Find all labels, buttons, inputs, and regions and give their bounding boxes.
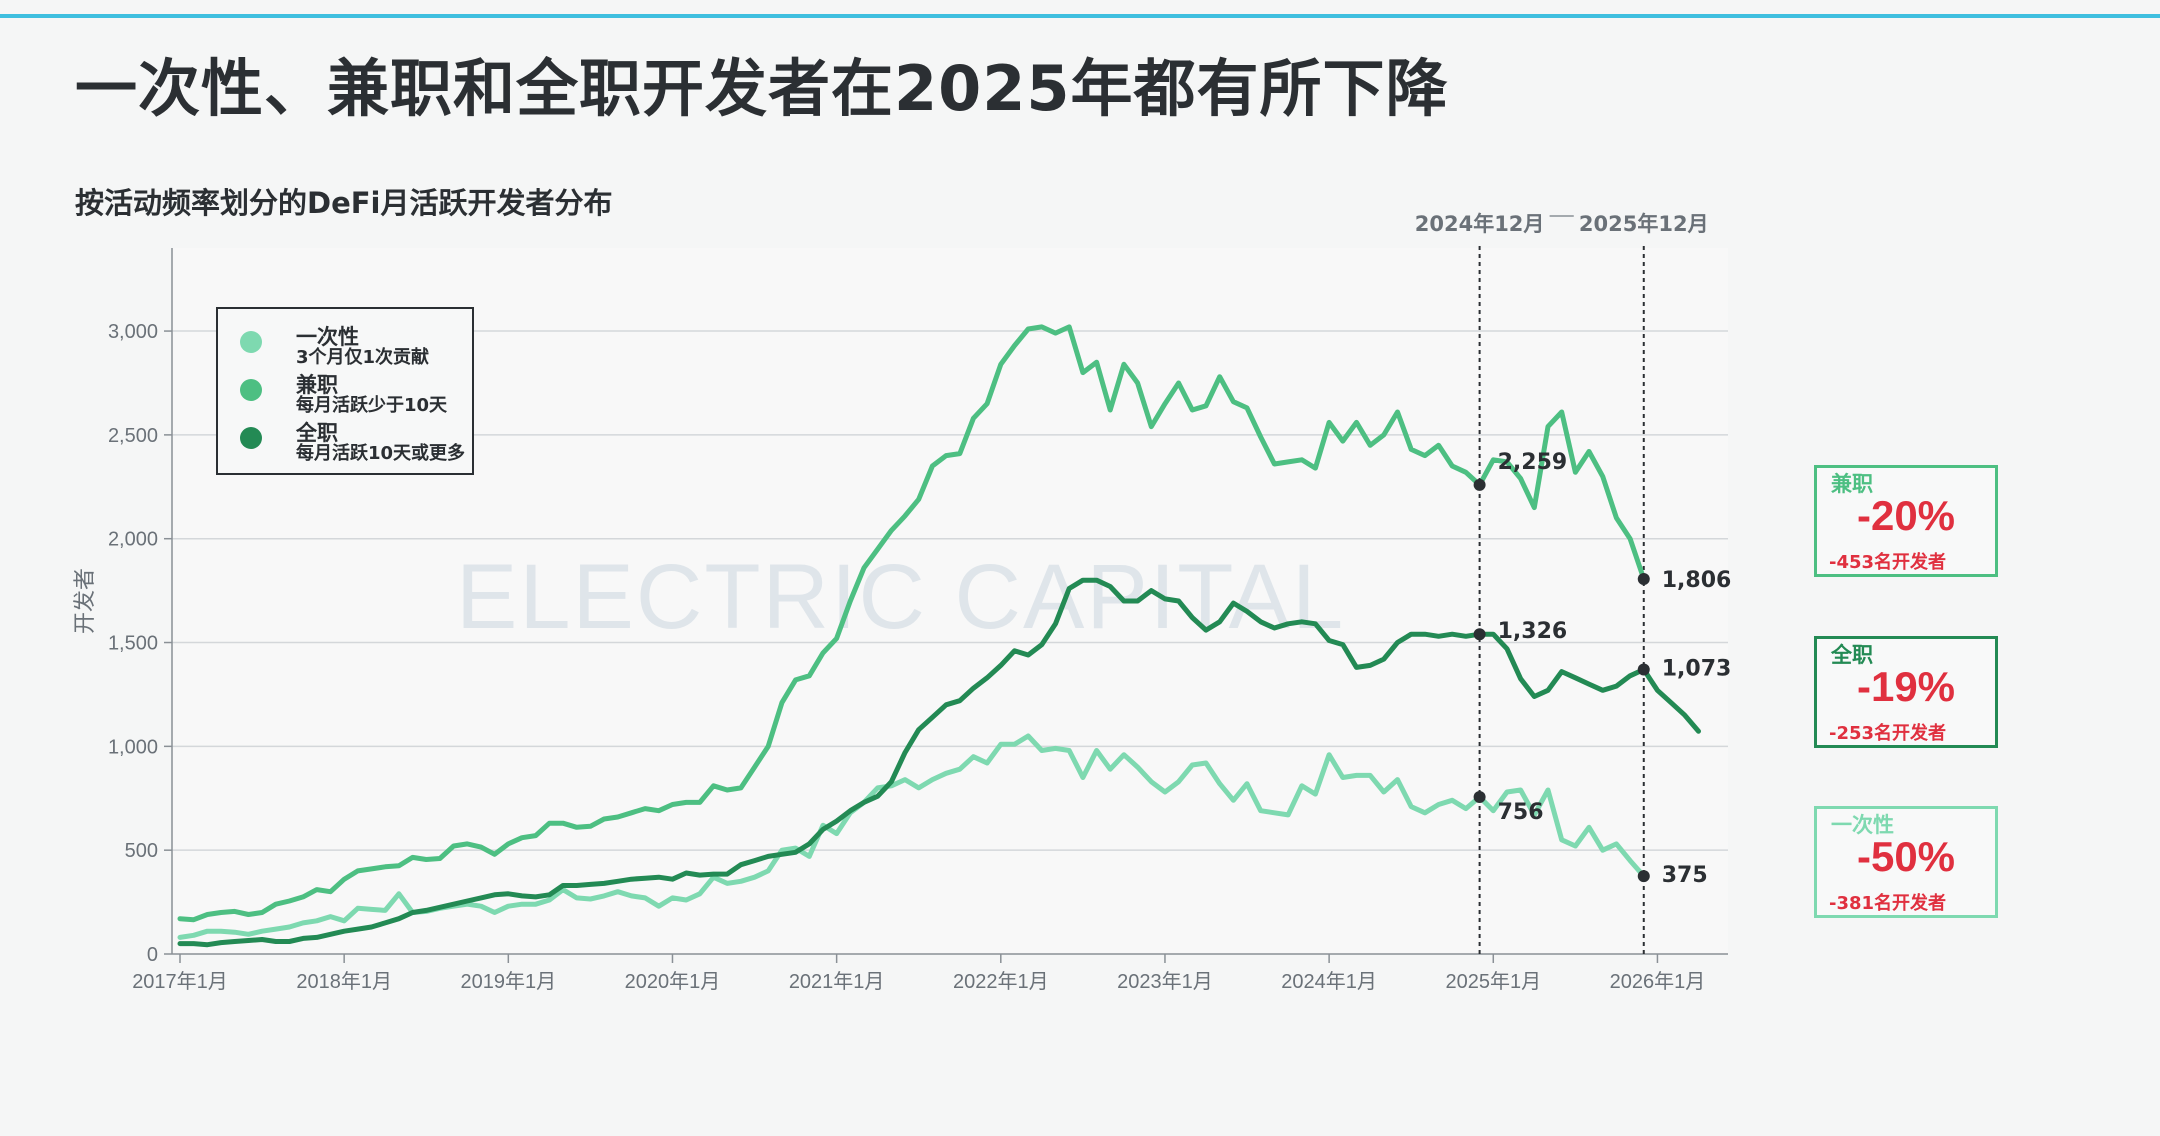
y-tick-label: 1,500 [108, 633, 158, 655]
data-point-part-time-dec2025 [1637, 572, 1650, 585]
data-label-one-time-dec2024: 756 [1498, 800, 1544, 825]
change-card-full-time: 全职 -19% -253名开发者 [1814, 636, 1998, 748]
data-label-part-time-dec2025: 1,806 [1662, 568, 1732, 593]
watermark: ELECTRIC CAPITAL [456, 546, 1345, 648]
y-tick-label: 2,000 [108, 529, 158, 551]
marker-label: 2024年12月 [1415, 212, 1545, 236]
y-tick-label: 1,000 [108, 736, 158, 758]
y-tick-label: 3,000 [108, 321, 158, 343]
change-card-one-time: 一次性 -50% -381名开发者 [1814, 806, 1998, 918]
card-delta: -381名开发者 [1829, 893, 1947, 914]
card-percent: -50% [1856, 833, 1956, 880]
y-tick-label: 2,500 [108, 425, 158, 447]
card-name: 全职 [1831, 643, 1873, 667]
y-axis-label: 开发者 [73, 568, 98, 634]
series-line-part-time [177, 324, 1647, 923]
x-tick-label: 2019年1月 [461, 970, 557, 993]
highlight-points: 2,259 1,806 1,326 1,073 756 375 [1473, 450, 1732, 888]
x-tick-label: 2018年1月 [296, 970, 392, 993]
legend-item-part-time: 兼职 每月活跃少于10天 [240, 373, 470, 416]
top-accent-bar [0, 14, 2160, 18]
legend-name: 兼职 [296, 373, 338, 397]
chart-subtitle: 按活动频率划分的DeFi月活跃开发者分布 [75, 186, 613, 220]
change-card-part-time: 兼职 -20% -453名开发者 [1814, 465, 1998, 577]
x-tick-label: 2020年1月 [625, 970, 721, 993]
card-delta: -253名开发者 [1829, 723, 1947, 744]
y-tick-label: 500 [125, 840, 158, 862]
x-tick-label: 2023年1月 [1117, 970, 1213, 993]
axes: 0 500 1,000 1,500 2,000 2,500 3,000 开发者 2017年1月 2… [73, 248, 1728, 993]
data-label-one-time-dec2025: 375 [1662, 863, 1708, 888]
legend-desc: 3个月仅1次贡献 [296, 347, 430, 368]
data-label-full-time-dec2025: 1,073 [1662, 657, 1732, 682]
data-point-one-time-dec2025 [1637, 870, 1650, 883]
date-markers: 2024年12月 2025年12月 [1415, 212, 1709, 954]
x-tick-label: 2017年1月 [132, 970, 228, 993]
legend-item-one-time: 一次性 3个月仅1次贡献 [240, 325, 470, 368]
legend-desc: 每月活跃少于10天 [296, 395, 448, 416]
legend-dot-full-time [240, 427, 262, 449]
legend-desc: 每月活跃10天或更多 [296, 443, 466, 464]
data-point-full-time-dec2025 [1637, 663, 1650, 676]
card-name: 一次性 [1831, 813, 1894, 837]
data-point-part-time-dec2024 [1473, 478, 1486, 491]
legend-dot-part-time [240, 379, 262, 401]
legend-name: 全职 [296, 421, 338, 445]
x-tick-label: 2026年1月 [1610, 970, 1706, 993]
legend: 一次性 3个月仅1次贡献 兼职 每月活跃少于10天 全职 每月活跃10天或更多 [216, 307, 474, 475]
x-tick-label: 2025年1月 [1445, 970, 1541, 993]
card-delta: -453名开发者 [1829, 552, 1947, 573]
series-lines [177, 324, 1701, 948]
x-tick-label: 2024年1月 [1281, 970, 1377, 993]
marker-label: 2025年12月 [1579, 212, 1709, 236]
x-tick-label: 2022年1月 [953, 970, 1049, 993]
y-tick-label: 0 [147, 944, 158, 966]
card-percent: -20% [1856, 492, 1956, 539]
data-label-part-time-dec2024: 2,259 [1498, 450, 1568, 475]
legend-name: 一次性 [296, 325, 359, 349]
data-label-full-time-dec2024: 1,326 [1498, 619, 1568, 644]
series-line-full-time [177, 577, 1701, 948]
page-title: 一次性、兼职和全职开发者在2025年都有所下降 [75, 52, 1449, 125]
data-point-one-time-dec2024 [1473, 791, 1486, 804]
x-tick-label: 2021年1月 [789, 970, 885, 993]
card-percent: -19% [1856, 663, 1956, 710]
card-name: 兼职 [1831, 472, 1873, 496]
legend-dot-one-time [240, 331, 262, 353]
data-point-full-time-dec2024 [1473, 628, 1486, 641]
legend-item-full-time: 全职 每月活跃10天或更多 [240, 421, 470, 464]
